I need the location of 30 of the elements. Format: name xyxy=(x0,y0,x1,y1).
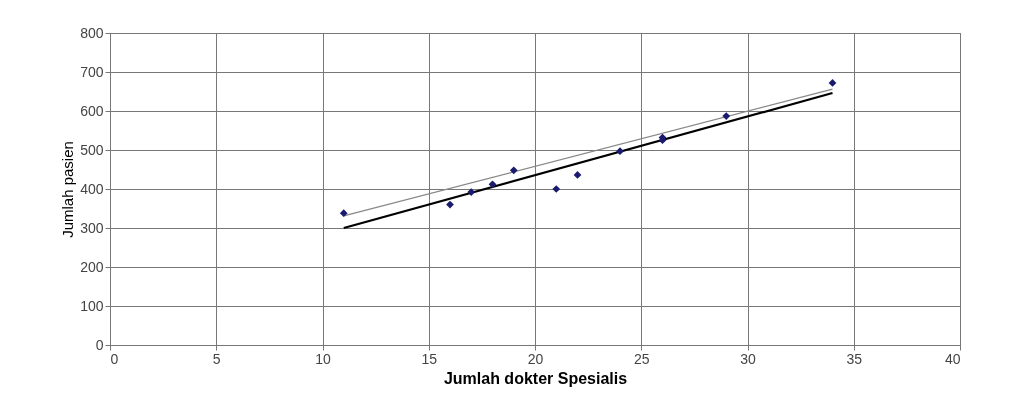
point xyxy=(552,185,561,193)
point xyxy=(828,79,837,87)
x-tick-label: 35 xyxy=(846,350,863,367)
point xyxy=(573,171,582,179)
point xyxy=(509,166,518,175)
point xyxy=(616,147,624,156)
y-tick-label: 300 xyxy=(80,219,104,236)
x-tick-label: 15 xyxy=(421,350,438,367)
y-tick-label: 400 xyxy=(80,180,104,197)
y-tick-label: 600 xyxy=(80,102,104,119)
point xyxy=(722,112,731,120)
y-axis-title: Jumlah pasien xyxy=(59,141,77,238)
x-tick-label: 40 xyxy=(944,350,961,367)
x-tick-label: 10 xyxy=(315,350,331,367)
x-tick-label: 20 xyxy=(527,350,544,367)
point xyxy=(467,188,476,196)
y-tick-label: 100 xyxy=(80,297,104,314)
point xyxy=(446,200,454,209)
point xyxy=(488,180,497,189)
point xyxy=(339,209,348,218)
x-tick-label: 5 xyxy=(212,350,221,367)
y-tick-label: 500 xyxy=(80,141,104,158)
x-tick-label: 0 xyxy=(110,350,119,367)
y-tick-label: 0 xyxy=(95,336,104,353)
x-tick-label: 30 xyxy=(740,350,756,367)
y-tick-label: 800 xyxy=(80,24,104,41)
y-tick-label: 200 xyxy=(80,258,104,275)
x-tick-label: 25 xyxy=(633,350,650,367)
x-axis-title: Jumlah dokter Spesialis xyxy=(443,369,628,387)
y-tick-label: 700 xyxy=(80,63,104,80)
